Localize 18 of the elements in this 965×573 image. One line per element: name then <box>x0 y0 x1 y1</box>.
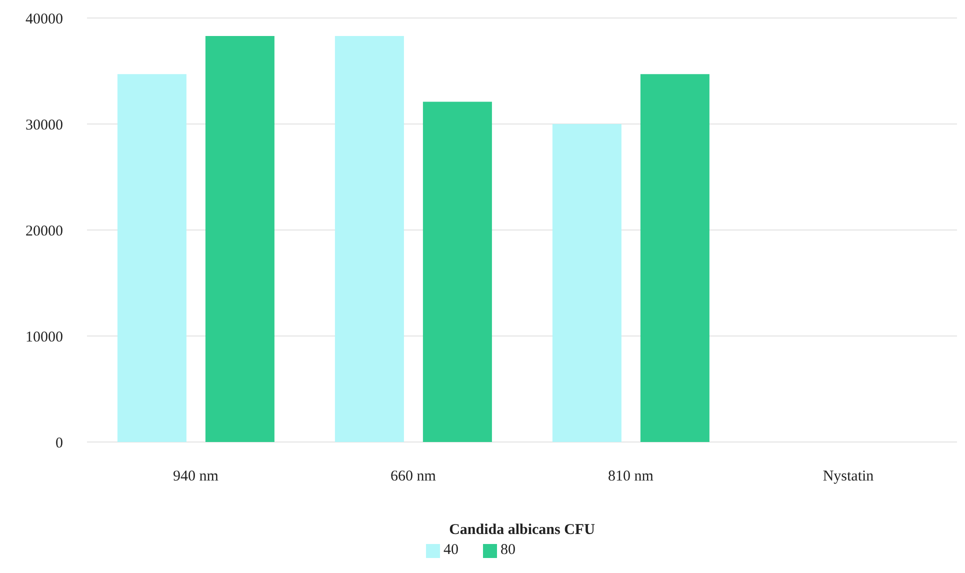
bar <box>117 74 186 442</box>
x-tick-label: 810 nm <box>608 468 654 485</box>
bar <box>640 74 710 442</box>
y-tick-label: 10000 <box>26 329 63 346</box>
legend-label: 80 <box>500 542 516 558</box>
legend-label: 40 <box>444 542 458 558</box>
bar <box>205 36 274 442</box>
x-tick-label: 660 nm <box>390 468 436 485</box>
x-tick-label: 940 nm <box>173 468 219 485</box>
y-tick-label: 30000 <box>26 117 63 134</box>
bar <box>334 36 404 442</box>
bar <box>552 124 622 442</box>
y-tick-label: 0 <box>56 435 63 452</box>
bar <box>422 102 492 442</box>
x-tick-label: Nystatin <box>822 468 874 485</box>
y-tick-label: 40000 <box>26 11 63 28</box>
y-tick-label: 20000 <box>26 223 63 240</box>
x-axis-title: Candida albicans CFU <box>449 522 596 538</box>
